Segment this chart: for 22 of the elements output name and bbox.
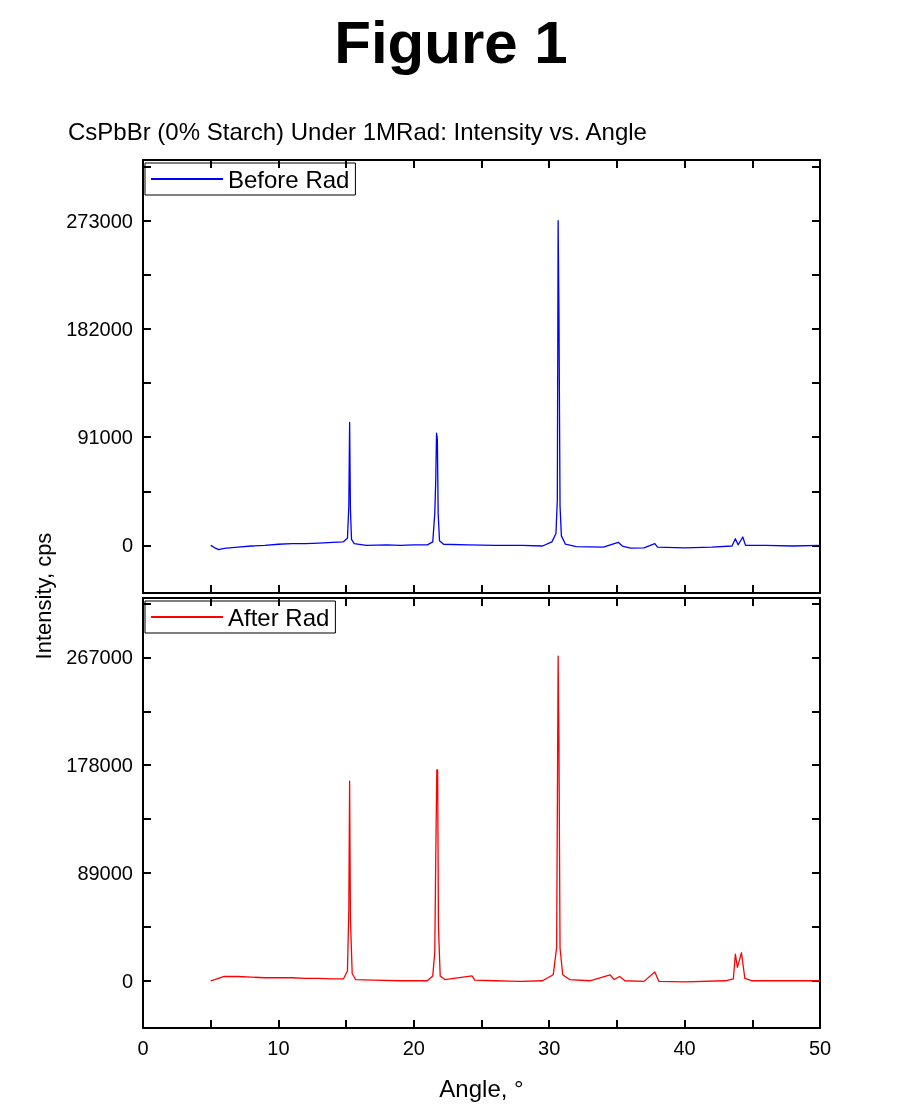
- x-tick-label: 30: [538, 1037, 561, 1059]
- x-tick-label: 20: [402, 1037, 425, 1059]
- x-axis-title: Angle, °: [439, 1074, 524, 1102]
- x-tick-label: 50: [808, 1037, 832, 1059]
- line-series: [210, 220, 821, 551]
- y-tick-label: 0: [121, 534, 133, 557]
- y-tick-label: 267000: [66, 646, 133, 669]
- legend-label: After Rad: [228, 603, 330, 631]
- y-tick-label: 89000: [77, 861, 133, 884]
- y-tick-label: 0: [121, 969, 133, 992]
- y-axis-title: Intensity, cps: [31, 532, 57, 660]
- chart-title: CsPbBr (0% Starch) Under 1MRad: Intensity vs. Angle: [68, 117, 647, 145]
- caption: Figure 1: [333, 8, 569, 77]
- y-tick-label: 91000: [77, 426, 133, 449]
- y-tick-label: 182000: [66, 317, 133, 340]
- legend-label: Before Rad: [228, 165, 350, 193]
- x-tick-label: 10: [267, 1037, 290, 1059]
- y-tick-label: 273000: [66, 209, 133, 232]
- x-tick-label: 0: [137, 1037, 149, 1059]
- x-tick-label: 40: [673, 1037, 696, 1059]
- y-tick-label: 178000: [66, 754, 133, 777]
- line-series: [210, 655, 821, 983]
